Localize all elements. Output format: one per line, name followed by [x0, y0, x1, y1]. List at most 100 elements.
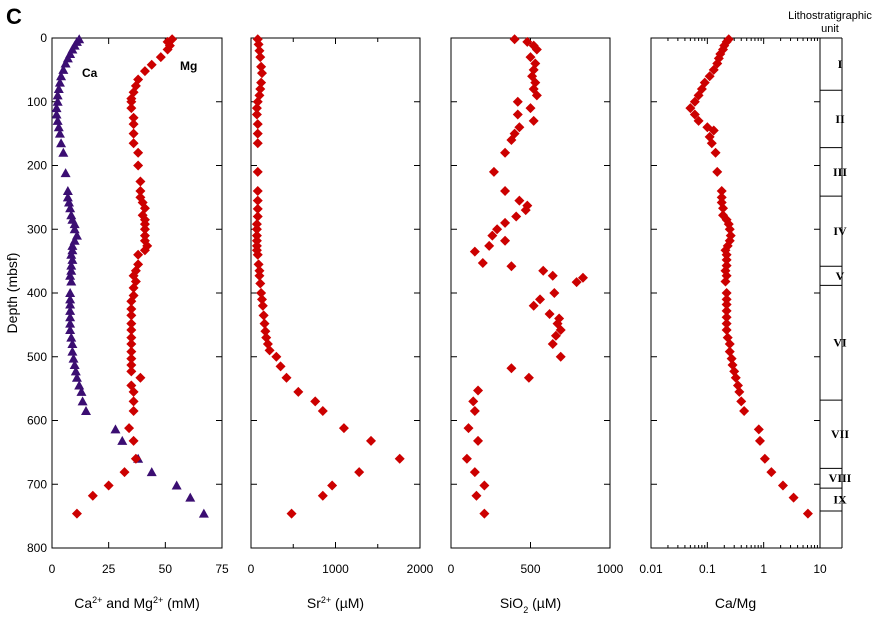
mg-point — [133, 147, 144, 158]
mg-point — [139, 66, 150, 77]
sr-point — [252, 203, 263, 214]
sr-point — [252, 96, 263, 107]
litho-unit-label: I — [838, 57, 843, 71]
sr-point — [258, 310, 269, 321]
ca-point — [171, 480, 182, 490]
litho-header-line1: Lithostratigraphic — [788, 10, 872, 22]
sio2-point — [506, 135, 517, 145]
ca-point — [65, 299, 76, 309]
sio2-point — [477, 258, 488, 269]
ca-point — [51, 103, 62, 113]
sr-point — [256, 68, 267, 79]
sr-point — [271, 351, 282, 362]
x-tick-label: 0 — [49, 562, 56, 576]
x-tick-label: 0 — [448, 562, 455, 576]
sr-point — [365, 435, 376, 446]
ca-point — [67, 346, 78, 356]
x-tick-label: 0.1 — [699, 562, 716, 576]
mg-point — [126, 96, 137, 107]
ca-point — [66, 210, 77, 220]
mg-point — [135, 176, 146, 187]
y-axis-label: Depth (mbsf) — [4, 253, 20, 334]
sio2-point — [547, 339, 558, 349]
ca-mg-ratio-point — [721, 254, 732, 265]
sio2-point — [577, 272, 588, 283]
plot-frame — [51, 37, 223, 549]
mg-point — [128, 282, 139, 293]
sr-point — [293, 386, 304, 397]
mg-point — [126, 339, 137, 349]
sio2-point — [514, 195, 525, 206]
mg-point — [135, 186, 146, 196]
sio2-point — [492, 224, 503, 235]
sio2-point — [509, 34, 520, 45]
mg-point — [119, 467, 130, 478]
sr-point — [251, 103, 262, 114]
ca-point — [76, 386, 87, 396]
mg-point — [133, 249, 144, 260]
mg-point — [155, 52, 166, 63]
sio2-point — [512, 109, 523, 120]
ca-mg-ratio-point — [726, 353, 737, 364]
x-tick-label: 0.01 — [639, 562, 663, 576]
sr-point — [275, 361, 286, 372]
sio2-point — [469, 405, 480, 416]
ca-mg-ratio-point — [753, 424, 764, 435]
ca-mg-ratio-point — [732, 380, 743, 391]
ca-point — [65, 305, 76, 315]
sr-point — [255, 278, 266, 289]
mg-point — [128, 396, 139, 407]
sr-point — [255, 84, 266, 94]
ca-mg-ratio-point — [689, 109, 700, 120]
ca-mg-ratio-point — [721, 318, 732, 329]
ca-mg-ratio-point — [739, 405, 750, 416]
ca-point — [62, 186, 73, 195]
ca-mg-ratio-point — [721, 288, 732, 298]
ca-point — [71, 372, 82, 382]
y-tick-label: 300 — [27, 222, 47, 236]
ca-mg-ratio-point — [716, 186, 727, 196]
plot-frame — [650, 37, 821, 549]
litho-unit-label: III — [833, 165, 847, 179]
ca-mg-ratio-point — [721, 312, 732, 323]
mg-point — [130, 453, 141, 464]
ca-point — [74, 380, 85, 390]
mg-point — [126, 346, 137, 357]
panel-letter: C — [6, 4, 22, 29]
sr-point — [252, 128, 263, 139]
mg-point — [126, 366, 137, 377]
mg-point — [128, 128, 139, 139]
ca-mg-ratio-point — [721, 294, 732, 305]
ca-mg-ratio-point — [710, 147, 721, 158]
ca-point — [77, 396, 88, 406]
mg-point — [128, 386, 139, 397]
ca-point — [54, 77, 65, 87]
sr-point — [256, 288, 267, 298]
y-tick-label: 100 — [27, 95, 47, 109]
ca-mg-ratio-point — [777, 480, 788, 491]
sio2-point — [528, 115, 539, 126]
x-tick-label: 0 — [248, 562, 255, 576]
x-tick-label: 10 — [813, 562, 827, 576]
sr-point — [254, 45, 265, 56]
ca-mg-ratio-point — [716, 192, 727, 203]
sio2-point — [506, 363, 517, 374]
ca-point — [67, 245, 78, 255]
mg-point — [135, 372, 146, 383]
sr-point — [251, 235, 262, 246]
series-label-ca: Ca — [82, 66, 98, 80]
sio2-point — [488, 166, 499, 177]
ca-mg-ratio-point — [736, 396, 747, 407]
ca-mg-ratio-point — [706, 138, 717, 149]
mg-point — [128, 112, 139, 123]
x-tick-label: 500 — [520, 562, 540, 576]
sio2-point — [520, 205, 531, 216]
sio2-point — [514, 122, 525, 133]
panel-sio2: 0 500 1000 SiO2 (µM) — [448, 34, 624, 615]
sio2-point — [479, 480, 490, 491]
x-tick-label: 1 — [760, 562, 767, 576]
y-tick-label: 200 — [27, 159, 47, 173]
